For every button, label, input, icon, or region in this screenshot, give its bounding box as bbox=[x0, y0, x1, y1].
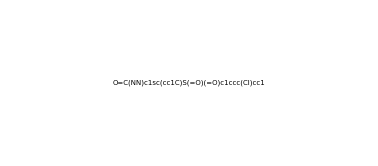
Text: O=C(NN)c1sc(cc1C)S(=O)(=O)c1ccc(Cl)cc1: O=C(NN)c1sc(cc1C)S(=O)(=O)c1ccc(Cl)cc1 bbox=[113, 80, 265, 86]
